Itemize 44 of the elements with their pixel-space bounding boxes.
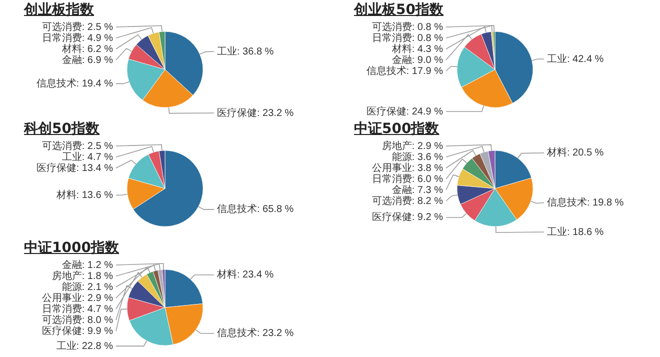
slice-label: 房地产: 2.9 % [382, 140, 444, 152]
slice-label: 医疗保健: 9.2 % [372, 211, 444, 224]
slice-label: 公用事业: 2.9 % [42, 292, 114, 304]
chart-title: 创业板50指数 [352, 1, 444, 20]
slice-label: 材料: 23.4 % [216, 268, 274, 281]
slice-label: 可选消费: 2.5 % [42, 140, 114, 152]
slice-label: 信息技术: 19.8 % [547, 196, 624, 208]
slice-label: 材料: 4.3 % [390, 42, 444, 55]
slice-label: 金融: 6.9 % [62, 54, 114, 66]
slice-label: 医疗保健: 13.4 % [36, 162, 114, 174]
slice-label: 医疗保健: 9.9 % [42, 324, 114, 337]
slice-label: 可选消费: 2.5 % [42, 20, 114, 33]
slice-label: 可选消费: 8.2 % [372, 194, 444, 207]
slice-label: 公用事业: 3.8 % [372, 162, 444, 174]
slice-label: 日常消费: 0.8 % [372, 32, 444, 44]
slice-label: 医疗保健: 24.9 % [366, 105, 444, 118]
slice-label: 工业: 4.7 % [62, 150, 114, 163]
slice-label: 日常消费: 4.7 % [42, 302, 114, 315]
chart-title: 中证1000指数 [23, 239, 120, 258]
slice-label: 能源: 2.1 % [62, 280, 114, 293]
slice-label: 信息技术: 23.2 % [217, 327, 294, 340]
slice-label: 可选消费: 8.0 % [42, 314, 114, 326]
chart-title: 创业板指数 [22, 1, 95, 20]
slice-label: 工业: 18.6 % [547, 226, 604, 238]
slice-label: 信息技术: 17.9 % [366, 64, 444, 77]
slice-label: 工业: 22.8 % [56, 340, 114, 352]
slice-label: 房地产: 1.8 % [52, 270, 114, 282]
slice-label: 工业: 42.4 % [547, 52, 604, 65]
chart-title: 科创50指数 [22, 120, 100, 139]
slice-label: 金融: 9.0 % [392, 54, 444, 66]
slice-label: 材料: 6.2 % [60, 42, 114, 55]
slice-label: 材料: 13.6 % [55, 188, 114, 201]
slice-label: 日常消费: 4.9 % [42, 32, 114, 44]
slice-label: 信息技术: 19.4 % [36, 77, 114, 90]
slice-label: 金融: 7.3 % [392, 184, 444, 196]
slice-label: 医疗保健: 23.2 % [217, 106, 294, 119]
slice-label: 日常消费: 6.0 % [372, 172, 444, 185]
slice-label: 能源: 3.6 % [392, 150, 444, 163]
slice-label: 材料: 20.5 % [546, 146, 604, 159]
slice-label: 信息技术: 65.8 % [217, 203, 294, 216]
slice-label: 金融: 1.2 % [62, 258, 114, 271]
chart-title: 中证500指数 [353, 120, 440, 139]
slice-label: 工业: 36.8 % [217, 45, 274, 58]
slice-label: 可选消费: 0.8 % [372, 20, 444, 33]
